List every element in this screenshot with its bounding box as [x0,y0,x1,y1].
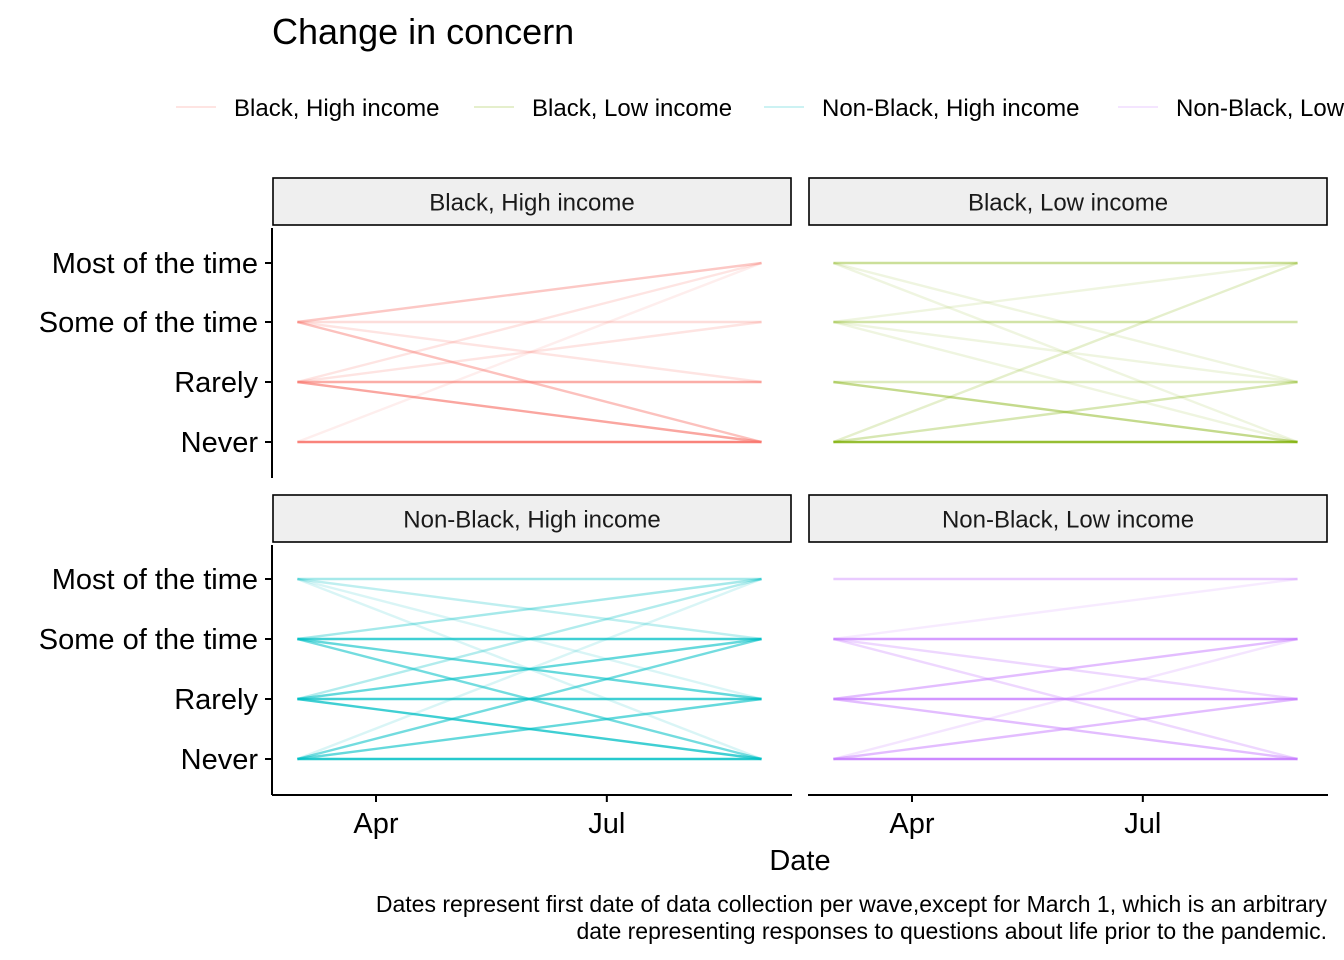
segment-some-of-the-time-to-rarely [297,320,762,384]
series-lines [833,577,1298,761]
y-axis: Never Rarely Some of the time Most of the t… [39,545,273,795]
segment-rarely-to-most-of-the-time [297,577,762,701]
segment-never-to-most-of-the-time [296,577,762,761]
segment-some-of-the-time-to-most-of-the-time [297,261,762,324]
y-tick-label-never: Never [181,427,259,459]
series-lines [832,261,1298,444]
segment-rarely-to-most-of-the-time [297,261,762,384]
segment-rarely-to-never [833,380,1298,444]
x-tick-label-jul: Jul [1124,808,1161,840]
x-axis-title: Date [769,845,830,877]
legend-item-black-low-income: Black, Low income [474,95,732,122]
legend-label: Non-Black, Low income [1176,95,1344,122]
x-tick-label-apr: Apr [889,808,934,840]
panel-non-black-low-income: Non-Black, Low income Apr Jul [808,494,1328,840]
series-lines [296,577,762,761]
legend-label: Non-Black, High income [822,95,1079,122]
y-tick-label-most-of-the-time: Most of the time [52,248,258,280]
segment-never-to-rarely [833,697,1298,761]
legend-item-black-high-income: Black, High income [176,95,439,122]
caption-line-2: date representing responses to questions… [576,918,1327,944]
segment-never-to-most-of-the-time [832,261,1298,444]
y-tick-label-never: Never [181,744,259,776]
strip-box [272,494,792,543]
legend-item-non-black-low-income: Non-Black, Low income [1118,95,1344,122]
segment-most-of-the-time-to-rarely [833,261,1298,384]
series-lines [296,261,762,444]
segment-some-of-the-time-to-never [833,320,1298,444]
legend-label: Black, Low income [532,95,732,122]
facet-panels: Black, High income Never Rarely Some of the… [39,177,1328,840]
strip-box [808,494,1328,543]
segment-never-to-most-of-the-time [296,261,762,444]
segment-some-of-the-time-to-most-of-the-time [833,261,1298,324]
segment-most-of-the-time-to-never [832,261,1298,444]
panel-black-low-income: Black, Low income [808,177,1328,444]
strip-box [808,177,1328,226]
x-axis: Apr Jul [272,794,792,840]
panel-black-high-income: Black, High income Never Rarely Some of the… [39,177,792,478]
segment-some-of-the-time-to-most-of-the-time [833,577,1298,641]
caption-line-1: Dates represent first date of data colle… [376,891,1328,917]
strip-label: Non-Black, High income [403,507,660,534]
segment-rarely-to-some-of-the-time [833,637,1298,701]
segment-some-of-the-time-to-rarely [833,320,1298,384]
x-axis: Apr Jul [808,794,1328,840]
strip-box [272,177,792,226]
chart-title: Change in concern [272,11,574,52]
segment-rarely-to-never [297,380,762,444]
segment-never-to-some-of-the-time [297,637,762,761]
y-tick-label-some-of-the-time: Some of the time [39,307,258,339]
legend-item-non-black-high-income: Non-Black, High income [764,95,1079,122]
segment-rarely-to-some-of-the-time [297,320,762,384]
legend-label: Black, High income [234,95,439,122]
panel-non-black-high-income: Non-Black, High income Never Rarely Some of… [39,494,792,840]
segment-some-of-the-time-to-most-of-the-time [297,577,762,641]
segment-never-to-rarely [297,697,762,761]
segment-never-to-rarely [833,380,1298,444]
x-tick-label-apr: Apr [353,808,398,840]
y-axis: Never Rarely Some of the time Most of the t… [39,228,273,478]
x-tick-label-jul: Jul [588,808,625,840]
segment-never-to-some-of-the-time [833,637,1298,761]
y-tick-label-some-of-the-time: Some of the time [39,624,258,656]
segment-rarely-to-some-of-the-time [297,637,762,701]
strip-label: Black, High income [429,190,634,217]
y-tick-label-most-of-the-time: Most of the time [52,564,258,596]
y-tick-label-rarely: Rarely [174,367,258,399]
legend: Black, High income Black, Low income Non-B… [176,95,1344,122]
segment-most-of-the-time-to-some-of-the-time [297,577,762,641]
strip-label: Black, Low income [968,190,1168,217]
strip-label: Non-Black, Low income [942,507,1194,534]
y-tick-label-rarely: Rarely [174,684,258,716]
